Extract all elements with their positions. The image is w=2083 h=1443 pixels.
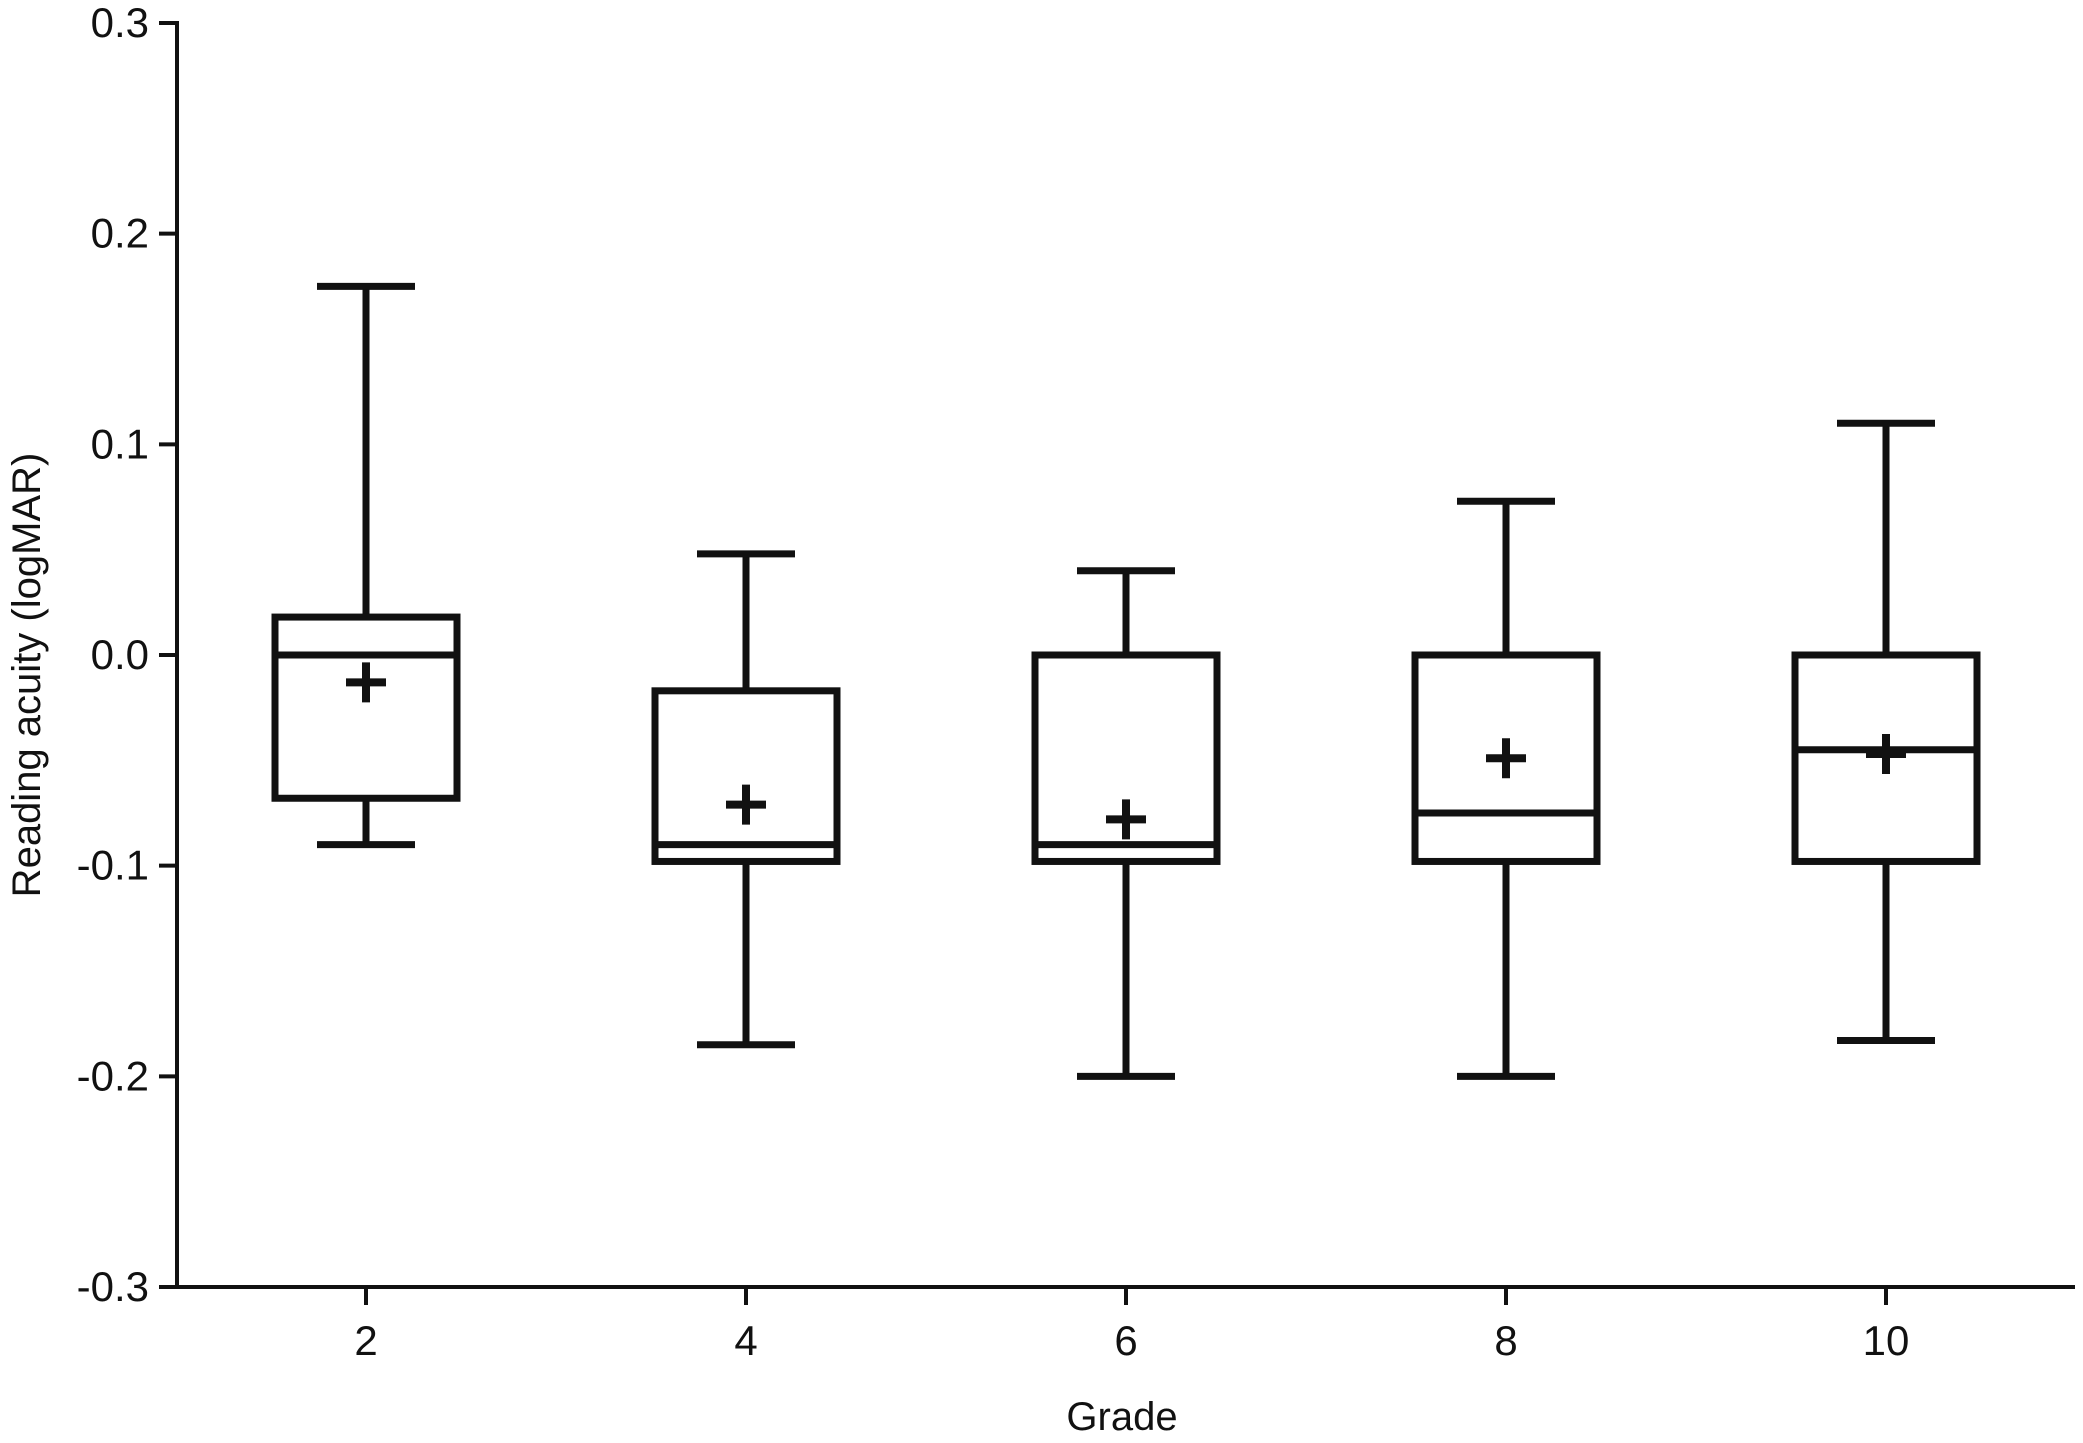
y-tick-label: 0.3 [91, 0, 149, 46]
y-tick-label: 0.1 [91, 420, 149, 467]
y-tick-label: -0.2 [77, 1052, 149, 1099]
x-tick-label: 10 [1863, 1317, 1910, 1364]
mean-marker [1486, 738, 1526, 779]
box-grade-2 [271, 282, 461, 849]
mean-marker [346, 662, 386, 703]
x-tick-label: 4 [734, 1317, 757, 1364]
y-tick-label: 0.0 [91, 631, 149, 678]
x-tick-label: 2 [354, 1317, 377, 1364]
x-ticks: 2 4 6 8 10 [354, 1287, 1909, 1364]
box-grade-4 [651, 550, 841, 1049]
y-tick-label: -0.3 [77, 1263, 149, 1310]
y-tick-label: 0.2 [91, 210, 149, 257]
mean-marker [1106, 799, 1146, 840]
interquartile-box [1791, 651, 1981, 865]
x-tick-label: 6 [1114, 1317, 1137, 1364]
box-grade-6 [1031, 567, 1221, 1080]
y-tick-label: -0.1 [77, 842, 149, 889]
y-ticks: 0.3 0.2 0.1 0.0 -0.1 -0.2 -0.3 [77, 0, 177, 1310]
box-grade-10 [1791, 419, 1981, 1045]
box-grade-8 [1411, 497, 1601, 1080]
mean-marker [726, 784, 766, 825]
mean-marker [1866, 734, 1906, 775]
x-tick-label: 8 [1494, 1317, 1517, 1364]
interquartile-box [271, 613, 461, 802]
boxes [271, 282, 1981, 1080]
y-axis-title: Reading acuity (logMAR) [5, 453, 49, 898]
interquartile-box [651, 687, 841, 865]
x-axis-title: Grade [1066, 1395, 1177, 1438]
